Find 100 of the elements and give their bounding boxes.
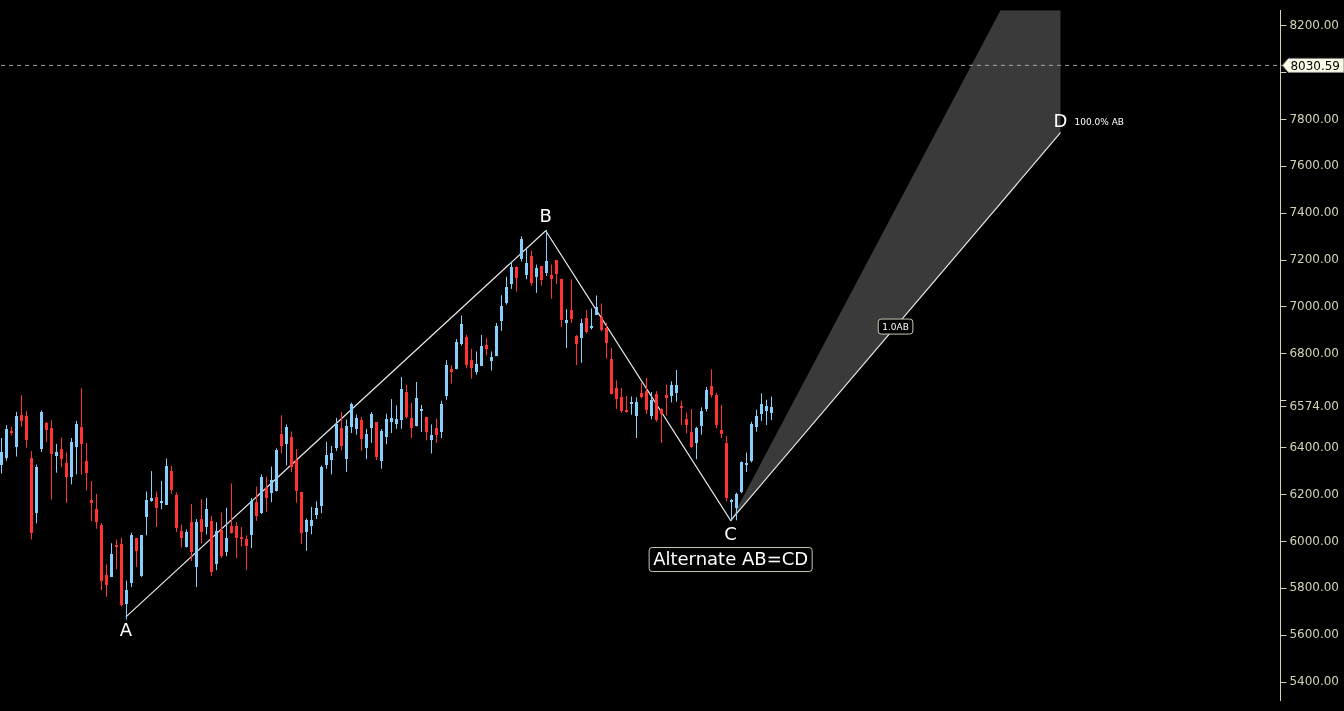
candlestick (305, 517, 308, 552)
candlestick (95, 493, 98, 530)
candlestick (135, 537, 138, 568)
candlestick (620, 387, 623, 414)
candlestick (430, 423, 433, 454)
candlestick (395, 404, 398, 430)
candlestick (755, 409, 758, 433)
candlestick (690, 408, 693, 449)
candlestick (280, 414, 283, 454)
candlestick (110, 542, 113, 577)
candlestick (720, 404, 723, 439)
candlestick (330, 445, 333, 475)
candlestick (90, 480, 93, 522)
candlestick (605, 322, 608, 360)
candlestick (730, 498, 733, 522)
candlestick (665, 384, 668, 417)
candlestick (350, 402, 353, 434)
candlestick (115, 539, 118, 570)
candlestick (125, 580, 128, 620)
candlestick (450, 364, 453, 384)
y-tick-label: 5800.00 (1289, 580, 1339, 595)
candlestick (515, 265, 518, 292)
candlestick (660, 407, 663, 444)
y-tick-label: 6200.00 (1289, 486, 1339, 501)
candlestick (255, 486, 258, 522)
candlestick (595, 294, 598, 316)
y-tick-label: 7400.00 (1289, 205, 1339, 220)
candlestick (285, 423, 288, 466)
candlestick (205, 497, 208, 536)
candlestick (240, 526, 243, 548)
annotation: A (119, 618, 133, 640)
candlestick (420, 404, 423, 433)
candlestick (360, 416, 363, 452)
candlestick (585, 309, 588, 335)
candlestick (390, 398, 393, 434)
candlestick (770, 396, 773, 421)
y-tick-label: 7200.00 (1289, 252, 1339, 267)
candlestick (700, 406, 703, 436)
candlestick (65, 452, 68, 504)
annotation: 1.0AB (882, 321, 909, 332)
candlestick (615, 379, 618, 410)
candlestick (335, 417, 338, 452)
candlestick (760, 392, 763, 422)
candlestick (170, 465, 173, 495)
candlestick (410, 402, 413, 439)
candlestick (520, 235, 523, 262)
candlestick (235, 521, 238, 559)
candlestick (590, 307, 593, 330)
candlestick (230, 482, 233, 535)
annotation: Alternate AB=CD (653, 548, 809, 570)
candlestick (540, 265, 543, 287)
candlestick (685, 412, 688, 434)
candlestick (75, 420, 78, 475)
candlestick (225, 507, 228, 557)
candlestick (735, 492, 738, 521)
candlestick (475, 351, 478, 376)
candlestick (435, 418, 438, 444)
candlestick (55, 443, 58, 474)
candlestick (710, 368, 713, 398)
candlestick (385, 413, 388, 445)
candlestick (630, 396, 633, 416)
candlestick (765, 399, 768, 426)
candlestick (155, 490, 158, 528)
candlestick (245, 534, 248, 571)
candlestick (265, 476, 268, 513)
y-tick-label: 5600.00 (1289, 627, 1339, 642)
y-tick-label: 8200.00 (1289, 17, 1339, 32)
y-tick-label: 7800.00 (1289, 111, 1339, 126)
y-tick-label: 6400.00 (1289, 439, 1339, 454)
candlestick (80, 387, 83, 476)
candlestick (580, 318, 583, 364)
candlestick (480, 334, 483, 367)
candlestick (600, 302, 603, 332)
candlestick (25, 410, 28, 449)
candlestick (500, 294, 503, 332)
y-tick-label: 6000.00 (1289, 533, 1339, 548)
candlestick (575, 334, 578, 366)
candlestick (490, 351, 493, 371)
annotation: 100.0% AB (1074, 116, 1124, 127)
candlestick (145, 490, 148, 536)
candlestick (695, 426, 698, 460)
candlestick (355, 414, 358, 436)
candlestick (150, 470, 153, 503)
candlestick (160, 480, 163, 510)
candlestick (340, 411, 343, 451)
candlestick (20, 394, 23, 428)
candlestick (365, 428, 368, 460)
candlestick (370, 411, 373, 444)
candlestick (570, 278, 573, 324)
annotation: B (539, 205, 552, 227)
candlestick (705, 386, 708, 413)
y-tick-label: 7000.00 (1289, 299, 1339, 314)
y-tick-label: 5400.00 (1289, 674, 1339, 689)
candlestick (565, 308, 568, 349)
candlestick (325, 441, 328, 470)
annotation: D (1053, 110, 1068, 132)
candlestick (510, 261, 513, 290)
candlestick (270, 466, 273, 503)
candlestick (745, 452, 748, 473)
y-tick-label: 7600.00 (1289, 158, 1339, 173)
